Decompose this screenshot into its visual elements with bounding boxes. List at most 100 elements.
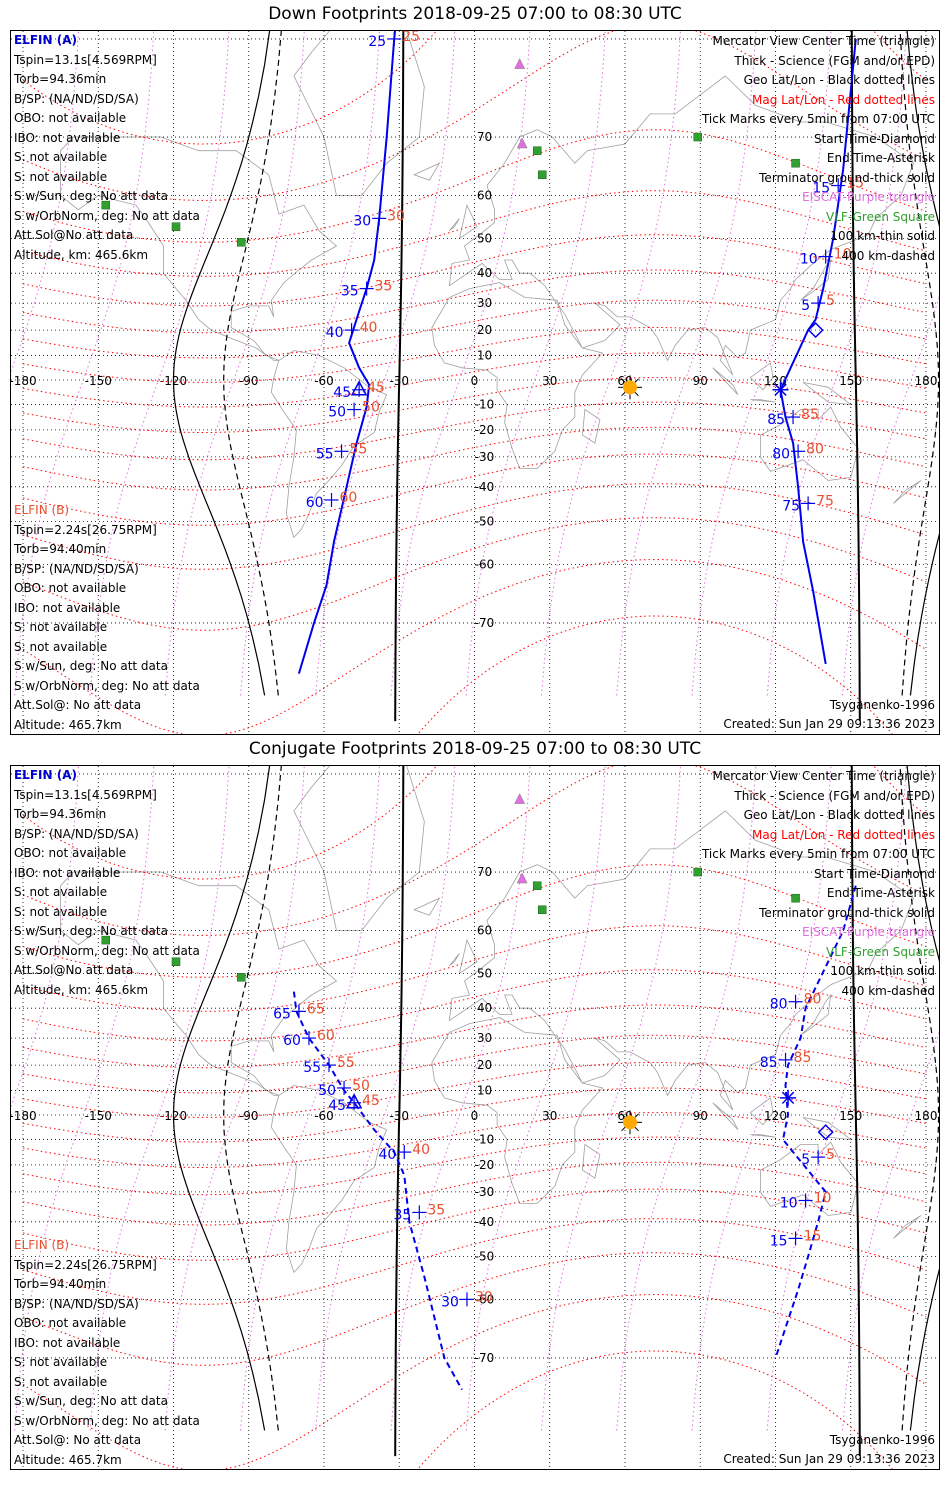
satellite-info-line: Altitude: 465.7km <box>14 717 122 732</box>
latitude-label: -20 <box>475 1158 495 1172</box>
sun-ray <box>634 391 639 397</box>
legend-entry: Thick - Science (FGM and/or EPD) <box>734 788 935 803</box>
satellite-info-line: S: not available <box>14 1355 108 1369</box>
footprint-track-a <box>297 31 397 674</box>
legend-entry: 400 km-dashed <box>841 248 935 263</box>
map-panel-conjugate[interactable]: -180 -150 -120 -90 -60 -30 0 30 60 90 120 150 180 -70… <box>10 765 940 1470</box>
tick-label-b: 5 <box>826 1147 835 1163</box>
sun-ray <box>621 391 626 397</box>
grid-labels: -180 -150 -120 -90 -60 -30 0 30 60 90 120 150 180-70… <box>11 865 937 1365</box>
mag-grid <box>11 31 939 734</box>
latitude-label: 60 <box>477 924 492 938</box>
coastline <box>893 1215 922 1239</box>
sun-ray <box>621 1113 626 1118</box>
created-label-down: Created: Sun Jan 29 09:13:36 2023 <box>723 717 935 731</box>
satellite-info-line: S: not available <box>14 885 108 899</box>
latitude-label: -40 <box>475 1215 495 1229</box>
map-canvas-down[interactable]: -180 -150 -120 -90 -60 -30 0 30 60 90 120 150 180-70… <box>11 31 939 734</box>
legend-entry: EISCAT-Purple triangle <box>802 925 935 939</box>
coastline <box>893 480 922 504</box>
start-diamond <box>807 322 824 339</box>
tick-label-b: 10 <box>814 1191 832 1207</box>
satellite-info-line: Torb=94.40min <box>14 542 107 556</box>
asterisk-stroke <box>781 1091 795 1105</box>
tick-label-a: 30 <box>353 213 371 229</box>
satellite-info-line: Tspin=13.1s[4.569RPM] <box>14 52 157 67</box>
mag-meridian <box>14 766 155 1431</box>
satellite-info-line: B/SP: (NA/ND/SD/SA) <box>14 826 139 841</box>
legend-entry: Mag Lat/Lon - Red dotted lines <box>751 92 935 107</box>
tick-label-a: 60 <box>306 495 324 511</box>
vlf-square <box>791 893 800 903</box>
satellite-info-line: IBO: not available <box>14 600 121 615</box>
eiscat-triangle <box>514 58 526 69</box>
vlf-square <box>693 867 702 877</box>
longitude-label: -90 <box>239 1109 259 1123</box>
satellite-info-line: S: not available <box>14 620 108 634</box>
mag-parallel <box>22 190 927 277</box>
footprint-100km-arc <box>906 31 939 696</box>
satellite-info-line: S w/Sun, deg: No att data <box>14 189 168 203</box>
elfin-b-info-conjugate: ELFIN (B) Tspin=2.24s[26.75RPM] Torb=94.40… <box>14 1236 200 1469</box>
stations <box>101 793 800 982</box>
terminators <box>172 766 939 1457</box>
tick-label-a: 5 <box>801 298 810 314</box>
mag-parallel <box>22 559 927 734</box>
coastline <box>449 218 460 232</box>
coastline <box>581 1143 601 1179</box>
latitude-label: 30 <box>477 1031 492 1045</box>
coastline <box>800 258 832 301</box>
tick-label-b: 15 <box>846 176 864 192</box>
satellite-info-line: Torb=94.36min <box>14 807 107 821</box>
eiscat-triangle <box>516 137 528 149</box>
satellite-info-line: S: not available <box>14 904 108 919</box>
satellite-info-line: Torb=94.40min <box>14 1277 107 1291</box>
longitude-label: 90 <box>693 374 708 388</box>
map-canvas-conjugate[interactable]: -180 -150 -120 -90 -60 -30 0 30 60 90 120 150 180-70… <box>11 766 939 1469</box>
tick-label-a: 85 <box>760 1055 778 1071</box>
tick-label-a: 60 <box>283 1033 301 1049</box>
legend-entry: End Time-Asterisk <box>826 151 935 165</box>
tick-label-a: 35 <box>393 1207 411 1223</box>
panel-title-down: Down Footprints 2018-09-25 07:00 to 08:3… <box>268 4 682 24</box>
coastline <box>750 1134 776 1138</box>
sun-disk <box>623 1115 638 1130</box>
tick-label-b: 35 <box>427 1202 445 1218</box>
legend-entry: 400 km-dashed <box>841 983 935 998</box>
satellite-name: ELFIN (A) <box>14 33 77 47</box>
mag-parallel <box>22 766 927 936</box>
mag-meridian <box>465 31 606 696</box>
vlf-square <box>537 905 547 915</box>
coastline <box>413 897 441 916</box>
satellite-info-line: S: not available <box>14 639 108 654</box>
mag-meridian <box>691 31 832 696</box>
tick-label-a: 85 <box>767 412 785 428</box>
coastline <box>270 350 388 539</box>
satellite-info-line: S: not available <box>14 169 108 184</box>
tick-label-b: 80 <box>804 992 822 1008</box>
mag-parallel <box>22 129 927 243</box>
satellite-info-line: OBO: not available <box>14 846 127 860</box>
mag-meridian <box>240 31 380 696</box>
eiscat-triangle <box>514 793 526 804</box>
tick-label-a: 75 <box>782 498 800 514</box>
tick-label-b: 85 <box>794 1050 812 1066</box>
mag-meridian <box>541 31 681 696</box>
latitude-label: -60 <box>475 557 495 571</box>
tick-label-a: 45 <box>328 1098 346 1114</box>
satellite-info-line: Tspin=13.1s[4.569RPM] <box>14 787 157 802</box>
tick-label-a: 15 <box>812 181 830 197</box>
mag-parallel <box>22 483 927 570</box>
vlf-square <box>171 957 181 966</box>
latitude-label: 40 <box>477 1001 492 1015</box>
terminator-line <box>850 766 861 1457</box>
footprint-100km-arc <box>906 766 939 1431</box>
satellite-name: ELFIN (B) <box>14 503 70 517</box>
longitude-label: 90 <box>693 1109 708 1123</box>
latitude-label: -60 <box>475 1292 495 1306</box>
latitude-label: -70 <box>475 616 495 630</box>
map-panel-down[interactable]: -180 -150 -120 -90 -60 -30 0 30 60 90 120 150 180 -70… <box>10 30 940 735</box>
longitude-label: 30 <box>542 374 557 388</box>
stations <box>101 58 800 247</box>
longitude-label: -150 <box>85 1109 112 1123</box>
